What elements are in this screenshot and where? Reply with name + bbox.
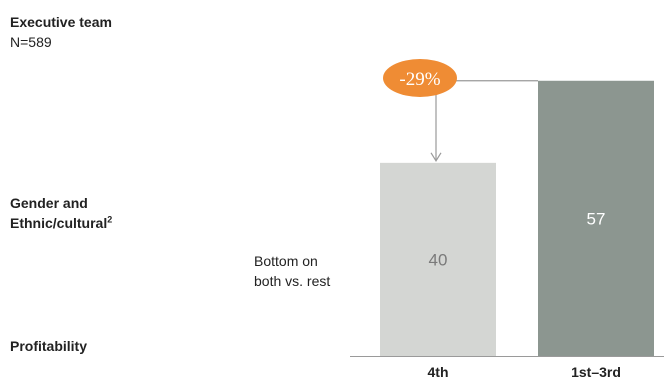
bar-0 [380,162,496,356]
row-label-diversity-line1: Gender and [10,195,88,211]
chart-title: Executive team [10,14,112,30]
bar-value-label-1: 57 [587,209,606,228]
row-label-diversity: Gender and Ethnic/cultural2 [10,193,112,233]
difference-badge-label: -29% [399,69,440,90]
difference-badge [383,59,457,97]
bar-value-label-0: 40 [429,250,448,269]
difference-connector [435,80,538,160]
comparison-note-line2: both vs. rest [254,273,331,289]
category-label-0: 4th [428,364,449,380]
category-label-1: 1st–3rd [571,364,621,380]
footnote-marker: 2 [107,214,113,225]
chart-marks: 40 4th 57 1st–3rd -29% [350,59,664,380]
row-label-diversity-line2: Ethnic/cultural [10,215,108,231]
difference-arrowhead [430,152,442,162]
sample-size: N=589 [10,34,52,50]
comparison-note-line1: Bottom on [254,253,318,269]
comparison-note: Bottom on both vs. rest [254,251,330,291]
row-label-profitability: Profitability [10,338,88,354]
bar-1 [538,80,654,357]
